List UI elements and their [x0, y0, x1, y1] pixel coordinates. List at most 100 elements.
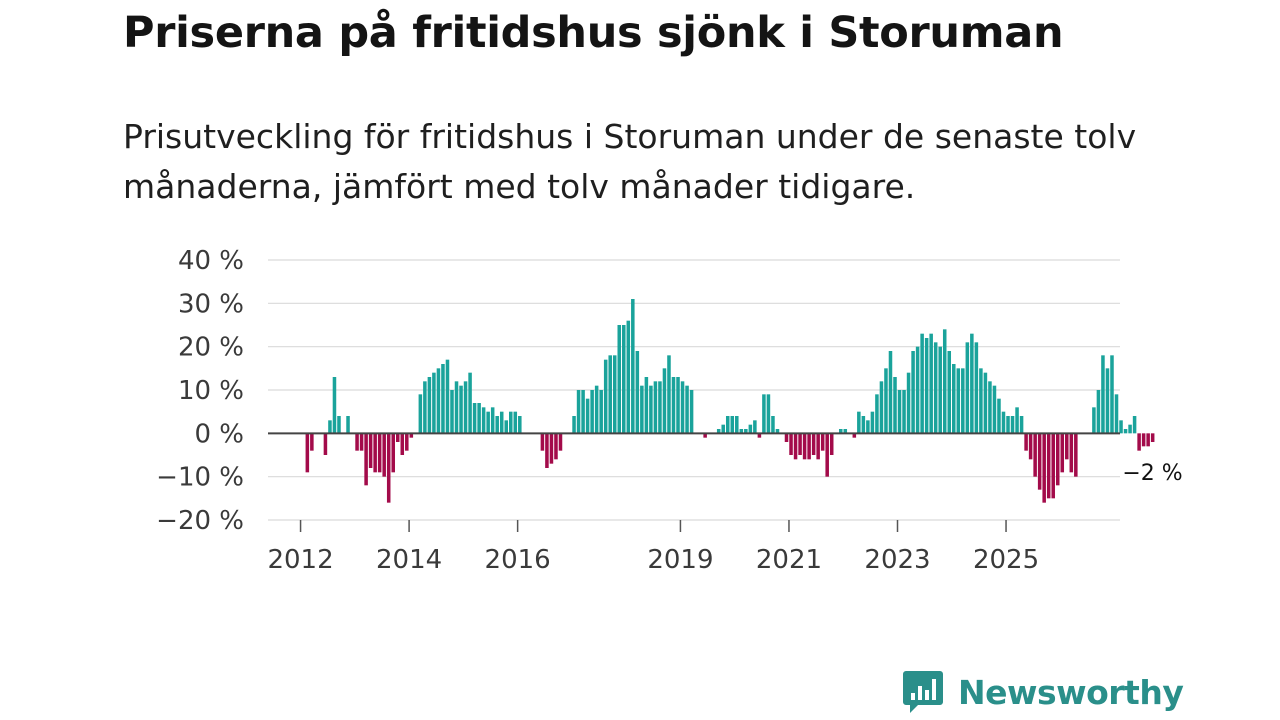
bar — [1006, 416, 1010, 434]
bar — [970, 333, 974, 434]
bars — [305, 299, 1155, 503]
bar — [1024, 433, 1028, 451]
bar — [576, 390, 581, 434]
bar — [979, 368, 983, 434]
bar — [924, 338, 929, 434]
bar — [395, 433, 400, 442]
bar — [1001, 411, 1006, 434]
bar — [477, 403, 481, 434]
bar — [965, 342, 970, 434]
bar — [513, 411, 518, 434]
chart-title: Priserna på fritidshus sjönk i Storuman — [123, 8, 1064, 58]
bar — [337, 416, 341, 434]
bar — [753, 420, 757, 434]
bar — [888, 351, 893, 434]
bar — [676, 377, 680, 434]
bar — [423, 381, 427, 434]
bar — [359, 433, 364, 451]
y-tick-label: 10 % — [178, 376, 244, 406]
bar — [1074, 433, 1078, 477]
bar — [1114, 394, 1119, 434]
bar — [938, 346, 942, 434]
x-tick-label: 2016 — [485, 545, 551, 575]
x-tick-label: 2025 — [973, 545, 1039, 575]
bar — [685, 385, 689, 434]
bar — [495, 416, 499, 434]
bar — [852, 433, 857, 438]
bar — [1042, 433, 1046, 503]
bar — [386, 433, 391, 503]
bar — [644, 377, 649, 434]
bar — [942, 329, 947, 434]
brand-name: Newsworthy — [958, 672, 1184, 712]
bar — [617, 325, 622, 434]
bar — [721, 424, 725, 434]
bar — [730, 416, 735, 434]
bar — [332, 377, 337, 434]
bar — [952, 364, 956, 434]
bar — [1141, 433, 1146, 447]
bar — [305, 433, 310, 473]
x-axis — [268, 432, 1120, 532]
bar — [735, 416, 739, 434]
y-tick-label: −20 % — [156, 506, 244, 536]
bar — [432, 372, 436, 434]
bar — [468, 372, 472, 434]
bar — [992, 385, 997, 434]
bar — [463, 381, 468, 434]
bar — [518, 416, 522, 434]
bar — [1146, 433, 1150, 447]
bar — [716, 429, 721, 434]
bar — [1137, 433, 1141, 451]
bar — [445, 359, 450, 434]
bar — [947, 351, 952, 434]
bar — [323, 433, 328, 455]
bar — [590, 390, 594, 434]
bar — [653, 381, 658, 434]
bar — [744, 429, 748, 434]
bar — [906, 372, 911, 434]
bar — [622, 325, 626, 434]
bar — [612, 355, 617, 434]
bar — [1019, 416, 1024, 434]
bar — [409, 433, 414, 438]
newsworthy-logo-icon — [903, 671, 943, 713]
bar — [933, 342, 938, 434]
bar — [472, 403, 477, 434]
bar — [626, 320, 631, 434]
bar — [902, 390, 906, 434]
bar — [825, 433, 829, 477]
bar — [549, 433, 554, 464]
bar — [802, 433, 807, 460]
end-value-label: −2 % — [1122, 461, 1182, 486]
bar — [703, 433, 707, 438]
bar — [1046, 433, 1051, 499]
bar — [784, 433, 789, 442]
bar — [509, 411, 513, 434]
bar — [558, 433, 563, 451]
bar — [436, 368, 441, 434]
bar — [581, 390, 585, 434]
bar — [956, 368, 961, 434]
bar — [838, 429, 843, 434]
bar — [1055, 433, 1060, 486]
bar — [974, 342, 979, 434]
bar — [1128, 424, 1132, 434]
bar — [1123, 429, 1128, 434]
bar — [490, 407, 495, 434]
bar — [961, 368, 965, 434]
bar — [1060, 433, 1065, 473]
bar — [427, 377, 432, 434]
bar — [807, 433, 811, 460]
bar — [499, 411, 504, 434]
bar — [405, 433, 409, 451]
bar — [1015, 407, 1019, 434]
x-tick-label: 2021 — [756, 545, 822, 575]
bar — [631, 299, 635, 434]
bar — [662, 368, 667, 434]
bar — [635, 351, 640, 434]
bar — [441, 364, 445, 434]
bar — [766, 394, 771, 434]
bar — [725, 416, 730, 434]
bar — [866, 420, 870, 434]
